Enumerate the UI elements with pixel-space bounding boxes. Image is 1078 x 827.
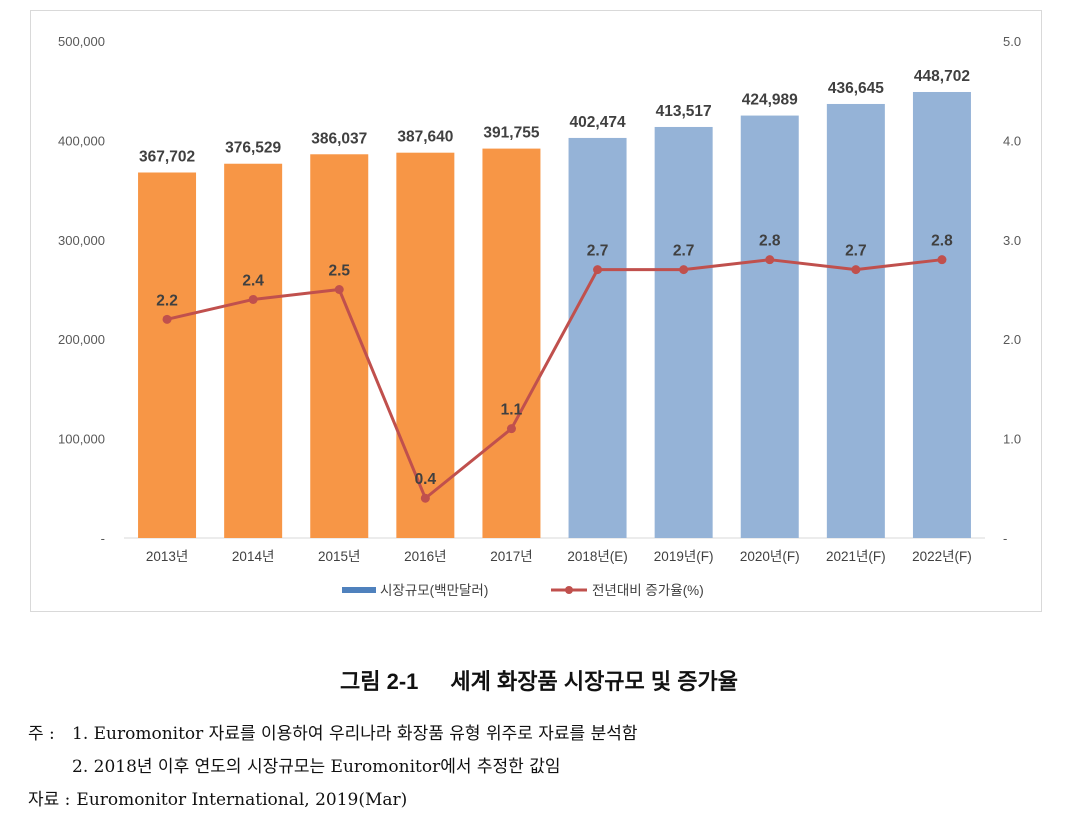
growth-value-label: 2.7 [845,243,867,260]
bar-value-label: 367,702 [139,149,195,166]
x-tick-label: 2014년 [232,549,274,564]
legend: 시장규모(백만달러) 전년대비 증가율(%) [342,583,704,598]
y-right-tick-label: 4.0 [1003,133,1021,148]
bar-value-label: 391,755 [483,125,539,142]
bar-value-label: 376,529 [225,140,281,157]
bars: 367,702 376,529 386,037 387,640 391,755 402,4… [138,68,971,539]
growth-value-label: 2.7 [587,243,609,260]
bar-value-label: 402,474 [570,114,626,131]
growth-value-label: 1.1 [501,402,523,419]
growth-value-label: 2.5 [328,263,350,280]
bar [482,148,541,539]
bar [568,137,627,538]
bar [396,152,455,538]
bar [654,126,713,538]
notes-block: 주 : 1. Euromonitor 자료를 이용하여 우리나라 화장품 유형 위… [28,718,1058,817]
bar-value-label: 448,702 [914,68,970,85]
y-left-tick-label: 200,000 [58,332,105,347]
note-item: 2. 2018년 이후 연도의 시장규모는 Euromonitor에서 추정한 … [72,757,561,777]
growth-point [765,255,775,265]
growth-value-label: 0.4 [415,471,437,488]
bar [310,154,369,538]
growth-value-label: 2.8 [759,233,781,250]
bar [224,163,283,539]
figure-number: 그림 2-1 [340,669,419,694]
x-tick-label: 2019년(F) [654,549,714,564]
source-label: 자료 : [28,790,71,810]
x-tick-label: 2018년(E) [567,549,627,564]
y-left-tick-label: 400,000 [58,133,105,148]
y-left-tick-label: 300,000 [58,233,105,248]
figure-title: 세계 화장품 시장규모 및 증가율 [450,669,738,694]
note-row: 2. 2018년 이후 연도의 시장규모는 Euromonitor에서 추정한 … [28,751,1058,784]
x-tick-label: 2013년 [146,549,188,564]
legend-label-market-size: 시장규모(백만달러) [380,583,488,598]
y-left-tick-label: 500,000 [58,34,105,49]
growth-point [851,265,861,275]
growth-value-label: 2.7 [673,243,695,260]
x-tick-label: 2015년 [318,549,360,564]
bar [912,91,971,539]
y-right-tick-label: 1.0 [1003,432,1021,447]
growth-value-label: 2.8 [931,233,953,250]
y-right-tick-label: 2.0 [1003,332,1021,347]
legend-swatch-market-size [342,587,376,593]
y-right-tick-label: 5.0 [1003,34,1021,49]
bar-value-label: 387,640 [397,129,453,146]
x-tick-label: 2021년(F) [826,549,886,564]
bar-value-label: 436,645 [828,80,884,97]
bar [826,103,885,539]
y-left-tick-label: - [101,531,105,546]
figure-caption: 그림 2-1 세계 화장품 시장규모 및 증가율 [0,664,1078,696]
note-item: 1. Euromonitor 자료를 이용하여 우리나라 화장품 유형 위주로 … [72,724,638,744]
y-left-tick-label: 100,000 [58,432,105,447]
bar-value-label: 413,517 [656,103,712,120]
bar [138,172,197,538]
legend-marker-growth [565,586,573,594]
notes-label: 주 : [28,724,55,744]
combo-chart: - 100,000 200,000 300,000 400,000 500,000 - 1.0… [58,34,1021,598]
growth-point [420,493,430,503]
growth-point [334,285,344,294]
growth-point [162,314,172,324]
growth-line [166,258,943,500]
bar-value-label: 386,037 [311,130,367,147]
x-tick-label: 2020년(F) [740,549,800,564]
growth-point [593,265,603,275]
growth-series: 2.2 2.4 2.5 0.4 1.1 2.7 2.7 2.8 2.7 2.8 [156,233,953,503]
x-tick-label: 2016년 [404,549,446,564]
bar-value-label: 424,989 [742,92,798,109]
y-right-tick-label: 3.0 [1003,233,1021,248]
bar [740,115,799,538]
source-row: 자료 : Euromonitor International, 2019(Mar) [28,784,1058,817]
source-text: Euromonitor International, 2019(Mar) [76,790,408,810]
x-tick-label: 2017년 [490,549,532,564]
x-tick-label: 2022년(F) [912,549,972,564]
growth-point [506,424,516,434]
growth-point [937,255,947,265]
growth-value-label: 2.4 [242,272,264,289]
legend-label-growth: 전년대비 증가율(%) [592,583,704,598]
note-row: 주 : 1. Euromonitor 자료를 이용하여 우리나라 화장품 유형 위… [28,718,1058,751]
growth-value-label: 2.2 [156,292,178,309]
y-right-tick-label: - [1003,531,1007,546]
growth-point [248,294,258,304]
growth-point [679,265,689,275]
